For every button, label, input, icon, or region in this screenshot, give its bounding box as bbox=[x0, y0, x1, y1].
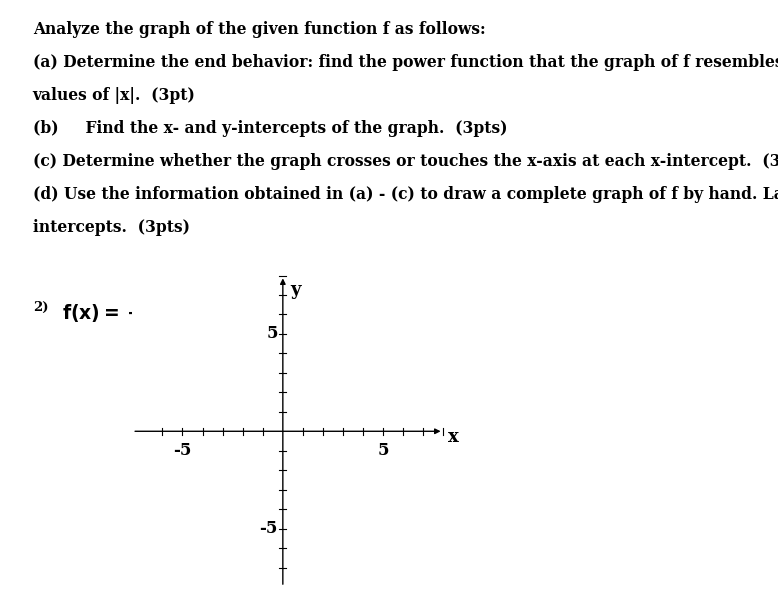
Text: x: x bbox=[448, 428, 459, 446]
Text: Analyze the graph of the given function f as follows:: Analyze the graph of the given function … bbox=[33, 21, 485, 38]
Text: y: y bbox=[290, 282, 300, 300]
Text: -5: -5 bbox=[259, 520, 278, 537]
Text: (b)     Find the x- and y-intercepts of the graph.  (3pts): (b) Find the x- and y-intercepts of the … bbox=[33, 120, 507, 137]
Text: (d) Use the information obtained in (a) - (c) to draw a complete graph of f by h: (d) Use the information obtained in (a) … bbox=[33, 186, 778, 202]
Text: 2): 2) bbox=[33, 301, 48, 314]
Text: -5: -5 bbox=[173, 442, 191, 459]
Text: values of |x|.  (3pt): values of |x|. (3pt) bbox=[33, 87, 195, 104]
Text: (c) Determine whether the graph crosses or touches the x-axis at each x-intercep: (c) Determine whether the graph crosses … bbox=[33, 153, 778, 170]
Text: $\mathbf{f(x) = -2(x + 3)(x - 1)^2}$: $\mathbf{f(x) = -2(x + 3)(x - 1)^2}$ bbox=[62, 301, 300, 325]
Text: (a) Determine the end behavior: find the power function that the graph of f rese: (a) Determine the end behavior: find the… bbox=[33, 54, 778, 71]
Text: 5: 5 bbox=[377, 442, 389, 459]
Text: intercepts.  (3pts): intercepts. (3pts) bbox=[33, 219, 190, 235]
Text: 5: 5 bbox=[266, 325, 278, 343]
